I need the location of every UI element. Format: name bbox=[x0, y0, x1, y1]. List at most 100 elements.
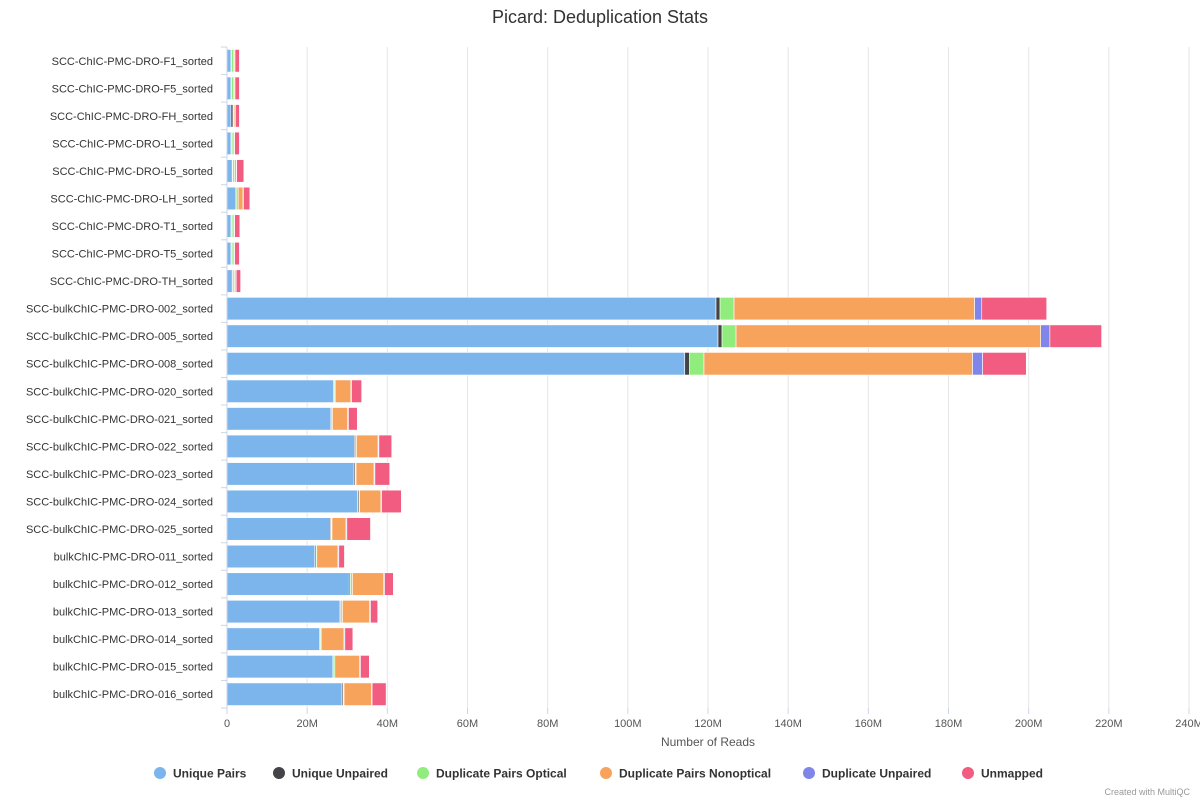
bar-segment[interactable] bbox=[243, 186, 251, 211]
legend-item[interactable]: Unique Unpaired bbox=[273, 767, 388, 781]
legend-item[interactable]: Unmapped bbox=[962, 767, 1043, 781]
x-tick-label: 240M bbox=[1175, 718, 1200, 730]
bar-segment[interactable] bbox=[237, 186, 244, 211]
bar-segment[interactable] bbox=[350, 572, 353, 596]
bar-segment[interactable] bbox=[982, 352, 1027, 376]
bar-segment[interactable] bbox=[316, 544, 339, 569]
bar-segment[interactable] bbox=[231, 76, 234, 100]
bar-segment[interactable] bbox=[331, 517, 347, 541]
bar-segment[interactable] bbox=[226, 104, 232, 128]
bar-segment[interactable] bbox=[234, 49, 240, 73]
bar-segment[interactable] bbox=[226, 241, 232, 266]
bar-segment[interactable] bbox=[384, 572, 394, 596]
bar-segment[interactable] bbox=[226, 186, 237, 211]
bar-segment[interactable] bbox=[226, 682, 343, 706]
bar-segment[interactable] bbox=[343, 682, 372, 706]
bar-segment[interactable] bbox=[231, 49, 234, 73]
bar-segment[interactable] bbox=[689, 352, 705, 376]
bar-segment[interactable] bbox=[234, 76, 240, 100]
bar-segment[interactable] bbox=[235, 269, 241, 293]
bar-segment[interactable] bbox=[721, 324, 737, 348]
bar-segment[interactable] bbox=[226, 517, 331, 541]
legend-item[interactable]: Duplicate Unpaired bbox=[803, 767, 931, 781]
bar-segment[interactable] bbox=[235, 104, 240, 128]
y-tick-label: SCC-ChIC-PMC-DRO-L5_sorted bbox=[52, 166, 213, 178]
bar-segment[interactable] bbox=[234, 131, 240, 155]
bar-segment[interactable] bbox=[684, 352, 690, 376]
bar-segment[interactable] bbox=[334, 655, 360, 679]
legend-marker bbox=[803, 767, 815, 779]
bar-segment[interactable] bbox=[226, 572, 350, 596]
bar-segment[interactable] bbox=[703, 352, 973, 376]
y-tick-label: SCC-bulkChIC-PMC-DRO-020_sorted bbox=[26, 386, 213, 398]
bar-segment[interactable] bbox=[334, 379, 352, 403]
bar-segment[interactable] bbox=[226, 407, 332, 431]
bar-segment[interactable] bbox=[226, 324, 719, 348]
bar-segment[interactable] bbox=[735, 324, 1041, 348]
bar-segment[interactable] bbox=[226, 600, 341, 624]
bar-segment[interactable] bbox=[715, 297, 721, 321]
bar-segment[interactable] bbox=[226, 297, 717, 321]
credit-text[interactable]: Created with MultiQC bbox=[1104, 787, 1190, 797]
bar-segment[interactable] bbox=[236, 159, 245, 183]
bar-segment[interactable] bbox=[226, 159, 233, 183]
bar-segment[interactable] bbox=[344, 627, 354, 651]
bar-segment[interactable] bbox=[355, 462, 375, 486]
bar-segment[interactable] bbox=[972, 352, 983, 376]
bar-segment[interactable] bbox=[226, 627, 320, 651]
bar-segment[interactable] bbox=[320, 627, 345, 651]
x-tick-label: 220M bbox=[1095, 718, 1123, 730]
bar-segment[interactable] bbox=[342, 600, 370, 624]
bar-segment[interactable] bbox=[352, 572, 385, 596]
legend-item[interactable]: Unique Pairs bbox=[154, 767, 247, 781]
bar-segment[interactable] bbox=[371, 682, 387, 706]
bar-segment[interactable] bbox=[1040, 324, 1051, 348]
bar-segment[interactable] bbox=[226, 214, 232, 238]
bar-segment[interactable] bbox=[378, 434, 393, 458]
bar-segment[interactable] bbox=[348, 407, 358, 431]
x-tick-label: 100M bbox=[614, 718, 642, 730]
bar-segment[interactable] bbox=[332, 407, 348, 431]
grid-lines bbox=[306, 47, 1190, 708]
legend-item[interactable]: Duplicate Pairs Nonoptical bbox=[600, 767, 771, 781]
bar-segment[interactable] bbox=[226, 655, 334, 679]
bar-segment[interactable] bbox=[226, 462, 355, 486]
y-tick-label: SCC-ChIC-PMC-DRO-L1_sorted bbox=[52, 138, 213, 150]
x-tick-label: 140M bbox=[774, 718, 802, 730]
bar-segment[interactable] bbox=[981, 297, 1048, 321]
bar-segment[interactable] bbox=[370, 600, 379, 624]
bar-segment[interactable] bbox=[226, 489, 358, 514]
bar-segment[interactable] bbox=[359, 489, 382, 514]
bar-segment[interactable] bbox=[338, 544, 345, 569]
bar-segment[interactable] bbox=[226, 352, 686, 376]
bar-segment[interactable] bbox=[226, 269, 233, 293]
bar-segment[interactable] bbox=[226, 379, 334, 403]
legend-label: Duplicate Unpaired bbox=[822, 767, 931, 781]
bar-segment[interactable] bbox=[719, 297, 735, 321]
bar-segment[interactable] bbox=[234, 214, 241, 238]
bar-segment[interactable] bbox=[235, 186, 239, 211]
bar-segment[interactable] bbox=[346, 517, 371, 541]
bar-segment[interactable] bbox=[351, 379, 362, 403]
bar-segment[interactable] bbox=[226, 49, 232, 73]
legend-item[interactable]: Duplicate Pairs Optical bbox=[417, 767, 567, 781]
bar-segment[interactable] bbox=[360, 655, 370, 679]
bar-segment[interactable] bbox=[356, 434, 379, 458]
bar-segment[interactable] bbox=[1049, 324, 1102, 348]
bar-segment[interactable] bbox=[226, 544, 316, 569]
bar-segment[interactable] bbox=[226, 434, 355, 458]
bar-segment[interactable] bbox=[234, 241, 240, 266]
bar-segment[interactable] bbox=[226, 76, 232, 100]
bar-segment[interactable] bbox=[974, 297, 983, 321]
bar-segment[interactable] bbox=[733, 297, 975, 321]
legend-label: Duplicate Pairs Nonoptical bbox=[619, 767, 771, 781]
bar-segment[interactable] bbox=[232, 159, 235, 183]
y-tick-label: SCC-ChIC-PMC-DRO-F1_sorted bbox=[52, 56, 213, 68]
bar-segment[interactable] bbox=[717, 324, 723, 348]
bar-segment[interactable] bbox=[381, 489, 402, 514]
bar-segment[interactable] bbox=[226, 131, 232, 155]
bar-segment[interactable] bbox=[374, 462, 391, 486]
legend-label: Unique Pairs bbox=[173, 767, 247, 781]
bar-segment[interactable] bbox=[230, 104, 234, 128]
legend[interactable]: Unique Pairs Unique Unpaired Duplicate Pai… bbox=[154, 767, 1043, 781]
